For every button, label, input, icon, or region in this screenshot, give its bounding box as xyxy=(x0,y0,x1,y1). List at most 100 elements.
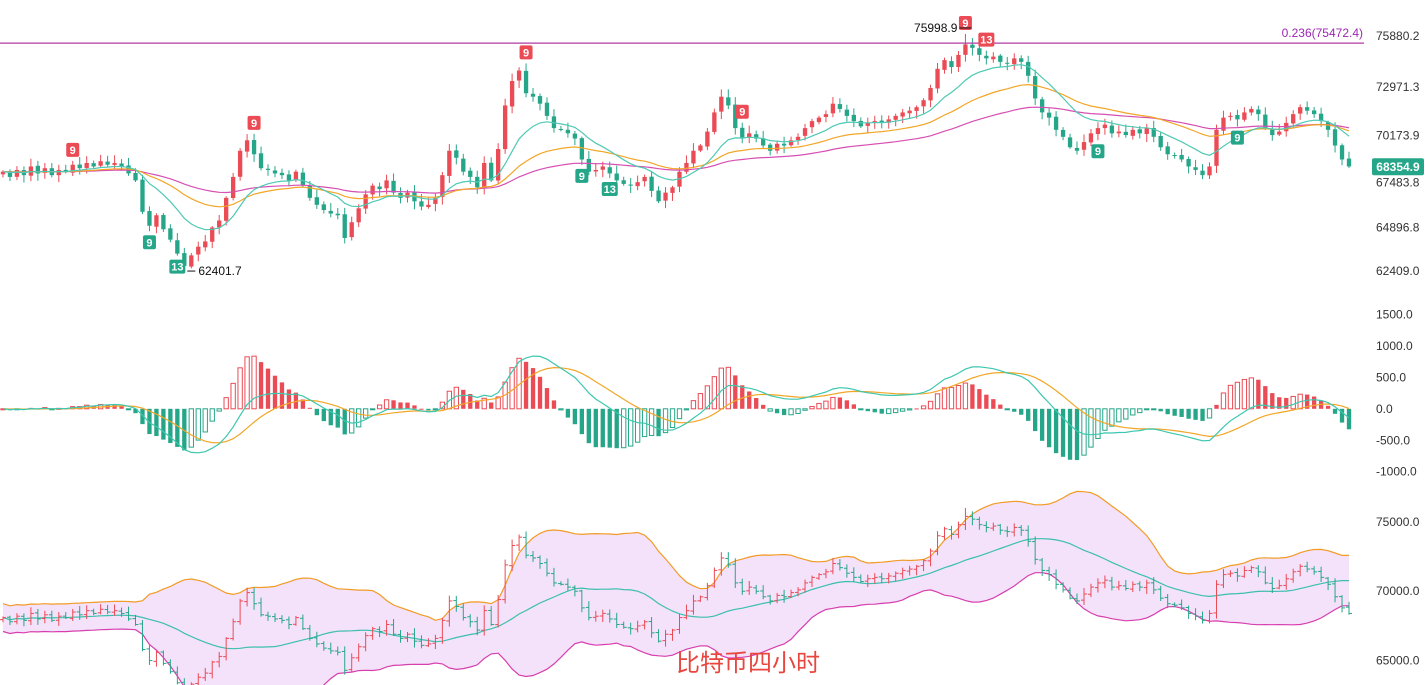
ohlc-bar xyxy=(285,616,292,630)
price-tick-label: 62409.0 xyxy=(1376,264,1420,278)
macd-bar xyxy=(1270,393,1275,409)
macd-bar xyxy=(872,408,877,413)
macd-bar xyxy=(398,402,403,409)
ohlc-bar xyxy=(292,615,299,626)
candle-body xyxy=(1235,114,1240,120)
candle-body xyxy=(105,161,110,165)
ohlc-bar xyxy=(209,660,216,679)
macd-bar xyxy=(1248,377,1255,410)
ohlc-bar xyxy=(202,667,209,681)
candle-body xyxy=(921,100,926,107)
ohlc-bar xyxy=(327,642,334,654)
candle-body xyxy=(0,171,6,175)
ohlc-bar xyxy=(815,573,822,580)
ohlc-bar xyxy=(1039,558,1046,576)
macd-bar xyxy=(899,408,906,412)
ohlc-bar xyxy=(460,603,467,621)
ohlc-bar xyxy=(1108,576,1115,591)
candle-body xyxy=(788,140,794,146)
ohlc-bar xyxy=(537,555,544,569)
ohlc-bar xyxy=(1297,564,1304,577)
candle-body xyxy=(607,167,612,174)
macd-bar xyxy=(886,408,892,415)
macd-bar xyxy=(307,407,313,409)
macd-bar xyxy=(119,406,124,409)
macd-dif-line xyxy=(2,355,1350,454)
macd-bar xyxy=(468,394,473,409)
macd-bar xyxy=(1193,408,1198,420)
macd-bar xyxy=(711,376,718,410)
td-marker-label: 9 xyxy=(251,118,257,130)
candle-body xyxy=(537,96,543,104)
td-marker-label: 9 xyxy=(739,107,745,119)
candle-body xyxy=(1249,108,1254,113)
ohlc-bar xyxy=(1136,581,1143,592)
candle-body xyxy=(865,122,870,126)
candle-body xyxy=(196,246,201,255)
td-marker: 9 xyxy=(1230,130,1244,145)
ohlc-bar xyxy=(237,598,244,625)
ohlc-bar xyxy=(641,619,648,630)
candle-body xyxy=(328,210,333,214)
ohlc-bar xyxy=(258,597,265,617)
bollinger-ohlc-bars xyxy=(0,508,1352,685)
candle-body xyxy=(224,197,229,221)
macd-bar xyxy=(1277,397,1282,409)
ohlc-bar xyxy=(1206,610,1213,624)
macd-bar xyxy=(1123,408,1129,420)
ohlc-bar xyxy=(1178,599,1185,611)
macd-bar xyxy=(628,408,634,447)
candle-body xyxy=(203,241,208,248)
ohlc-bar xyxy=(320,641,327,651)
candle-body xyxy=(509,81,515,107)
ohlc-bar xyxy=(1074,593,1081,604)
candle-body xyxy=(133,172,138,181)
macd-bar xyxy=(188,408,194,448)
ma-mid-line xyxy=(2,83,1350,208)
td-marker-label: 13 xyxy=(171,262,183,274)
bollinger-pane[interactable]: 75000.0 70000.0 65000.0 xyxy=(0,490,1420,685)
ohlc-bar xyxy=(20,613,27,627)
candle-body xyxy=(970,44,975,48)
macd-dea-line xyxy=(2,366,1350,444)
ohlc-bar xyxy=(216,651,223,668)
macd-bar xyxy=(1311,396,1317,409)
macd-bar xyxy=(475,400,480,409)
ohlc-bar xyxy=(571,585,578,597)
macd-bar xyxy=(1026,408,1031,421)
price-pane[interactable]: 0.236(75472.4) 9 9 13 9 9 9 13 9 9 13 9 9 75998.9 6… xyxy=(0,15,1424,278)
candle-body xyxy=(1346,158,1352,167)
candle-body xyxy=(1123,131,1128,136)
ohlc-bar xyxy=(927,548,934,567)
candle-body xyxy=(1263,114,1268,129)
ohlc-bar xyxy=(1087,583,1094,598)
candle-body xyxy=(544,102,550,116)
candle-body xyxy=(1081,142,1087,150)
candle-body xyxy=(1033,76,1038,99)
macd-histogram xyxy=(0,355,1352,461)
macd-bar xyxy=(683,408,690,411)
candle-body xyxy=(1005,62,1010,64)
candle-body xyxy=(1109,125,1115,134)
macd-bar xyxy=(572,408,578,425)
candle-body xyxy=(168,228,173,240)
candle-body xyxy=(189,255,194,267)
ohlc-bar xyxy=(174,666,181,685)
candle-body xyxy=(1277,131,1282,135)
ohlc-bar xyxy=(739,578,746,595)
candle-body xyxy=(1130,129,1135,136)
price-tick-label: 70173.9 xyxy=(1376,129,1420,143)
macd-pane[interactable]: 1500.0 1000.0 500.0 0.0 -500.0 -1000.0 xyxy=(0,307,1417,479)
macd-bar xyxy=(1227,384,1234,410)
candle-body xyxy=(774,143,780,151)
ohlc-bar xyxy=(906,565,913,576)
ohlc-bar xyxy=(383,619,390,636)
macd-bar xyxy=(216,408,222,412)
macd-bar xyxy=(1053,408,1059,454)
macd-bar xyxy=(258,362,264,409)
ohlc-bar xyxy=(1157,585,1164,601)
candle-body xyxy=(482,162,487,188)
candle-body xyxy=(210,227,215,242)
candle-body xyxy=(1095,128,1101,134)
